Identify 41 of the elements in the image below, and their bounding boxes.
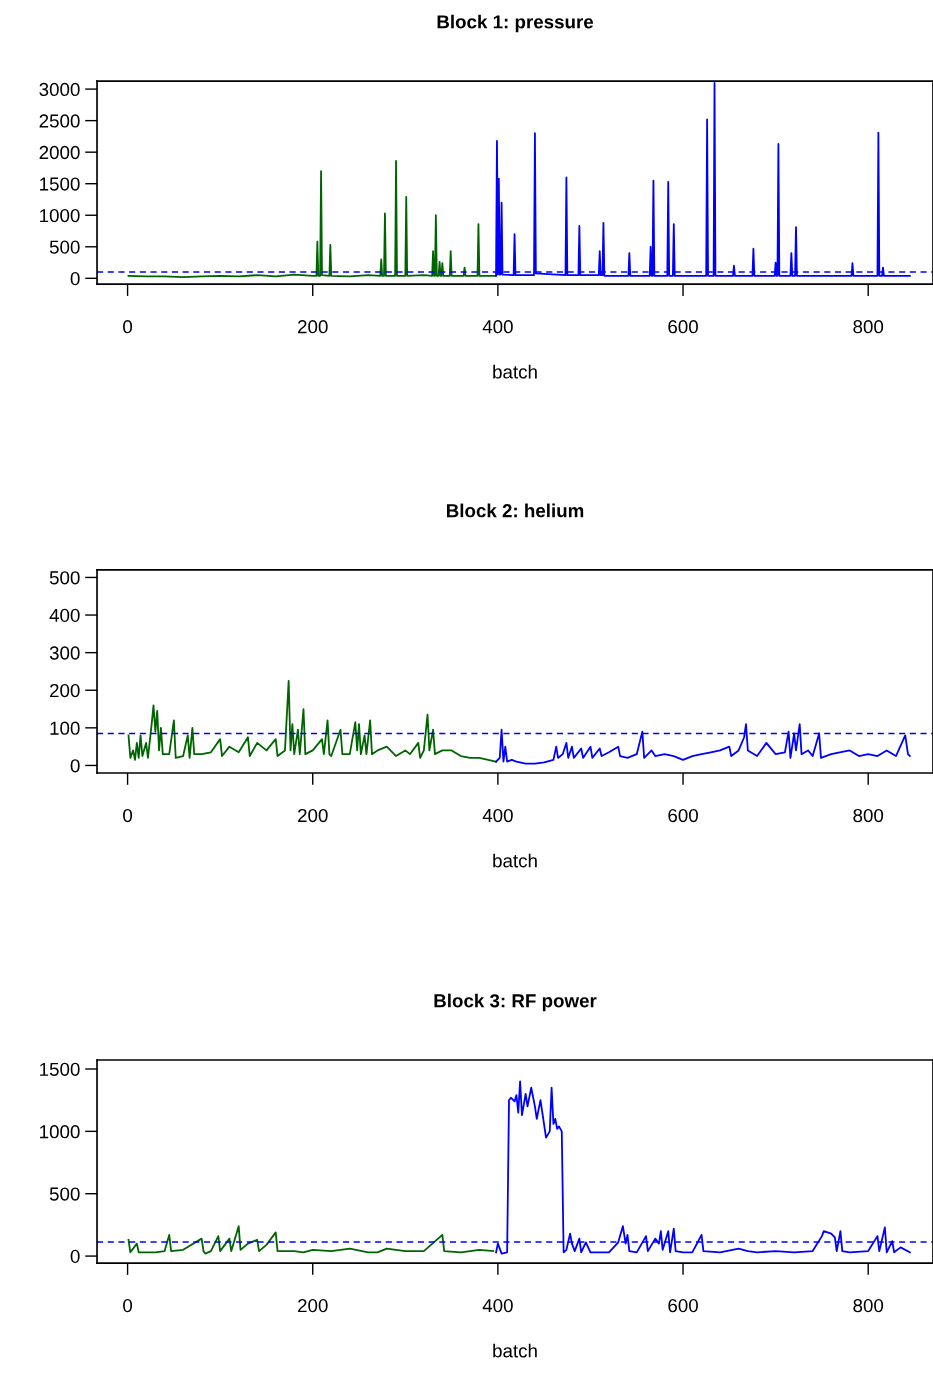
- y-tick-label: 2500: [39, 114, 80, 128]
- x-axis-title: batch: [493, 853, 537, 868]
- x-tick-label: 200: [298, 808, 328, 823]
- x-tick-label: 200: [298, 1298, 328, 1313]
- y-tick-label: 500: [49, 1187, 80, 1201]
- y-tick-label: 300: [49, 646, 80, 660]
- x-tick-label: 400: [482, 808, 513, 823]
- y-tick-label: 0: [70, 759, 80, 773]
- x-axis-title: batch: [493, 1343, 537, 1358]
- chart-title: Block 3: RF power: [434, 993, 597, 1012]
- x-tick-label: 0: [123, 1298, 133, 1313]
- x-tick-label: 600: [668, 320, 698, 334]
- x-tick-label: 400: [482, 320, 513, 334]
- x-tick-label: 0: [123, 808, 133, 823]
- y-tick-label: 400: [49, 608, 80, 623]
- y-tick-label: 500: [49, 571, 80, 585]
- y-tick-label: 200: [50, 683, 80, 698]
- line-series: [127, 679, 497, 763]
- y-tick-label: 2000: [39, 145, 80, 160]
- y-tick-label: 1500: [40, 177, 80, 191]
- y-tick-label: 0: [70, 1249, 80, 1264]
- x-tick-label: 800: [853, 1298, 884, 1313]
- y-tick-label: 1000: [40, 208, 80, 223]
- x-tick-label: 0: [123, 320, 133, 334]
- y-tick-label: 0: [70, 272, 80, 286]
- x-axis-title: batch: [493, 364, 537, 379]
- line-series: [127, 1225, 495, 1255]
- x-tick-label: 600: [668, 1298, 698, 1313]
- y-tick-label: 1000: [40, 1125, 80, 1139]
- x-tick-label: 800: [853, 808, 884, 823]
- chart-title: Block 2: helium: [446, 503, 584, 518]
- y-tick-label: 500: [49, 240, 80, 254]
- line-series: [127, 160, 497, 278]
- y-tick-label: 3000: [39, 82, 80, 97]
- x-tick-label: 400: [482, 1298, 513, 1313]
- x-tick-label: 800: [853, 320, 884, 334]
- x-tick-label: 200: [298, 320, 328, 334]
- y-tick-label: 100: [50, 721, 80, 735]
- chart-title: Block 1: pressure: [437, 14, 594, 33]
- y-tick-label: 1500: [40, 1062, 80, 1076]
- x-tick-label: 600: [668, 808, 698, 823]
